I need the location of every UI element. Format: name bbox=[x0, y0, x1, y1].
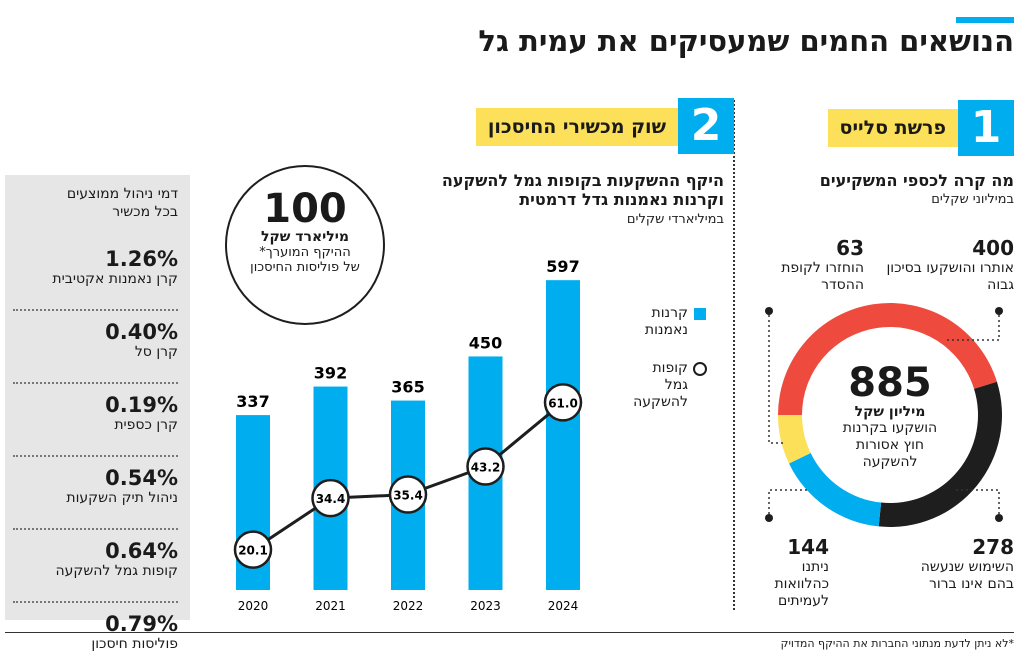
fee-separator bbox=[13, 382, 178, 384]
fee-value: 0.64% bbox=[105, 539, 178, 563]
donut-total: 885 bbox=[848, 360, 932, 406]
line-point bbox=[466, 447, 505, 486]
fee-name: ניהול תיק השקעות bbox=[66, 490, 178, 506]
fee-separator bbox=[13, 455, 178, 457]
section1-heading: מה קרה לכספי המשקיעים bbox=[819, 171, 1014, 190]
segment-value: 63 bbox=[836, 236, 864, 260]
segment-label-yellow: 63 הוחזרו לקופת ההסדר bbox=[754, 236, 864, 294]
leader-dot bbox=[765, 514, 773, 522]
leader-line bbox=[945, 315, 1000, 341]
legend-label: קרנות נאמנות bbox=[644, 305, 688, 338]
footnote: *לא ניתן לדעת מנתוני החברות את ההיקף המד… bbox=[780, 637, 1014, 650]
line-point bbox=[543, 383, 583, 422]
section2-unit: במיליארדי שקלים bbox=[626, 212, 724, 227]
bar bbox=[546, 280, 580, 590]
fee-item: 1.26% קרן נאמנות אקטיבית bbox=[13, 247, 178, 287]
callout-unit: מיליארד שקל bbox=[261, 229, 349, 245]
fee-name: קופות גמל להשקעה bbox=[55, 563, 178, 579]
donut-segment bbox=[778, 302, 997, 415]
fee-value: 0.54% bbox=[105, 466, 178, 490]
section2-number: 2 bbox=[678, 98, 734, 154]
fee-name: קרן סל bbox=[134, 344, 178, 360]
leader-dot bbox=[995, 307, 1003, 315]
legend-swatch-circle bbox=[693, 362, 707, 376]
section1-unit: במיליוני שקלים bbox=[931, 192, 1014, 207]
x-tick-label: 2024 bbox=[548, 599, 579, 613]
section2-label: שוק מכשירי החיסכון bbox=[475, 108, 678, 146]
fee-value: 0.40% bbox=[105, 320, 178, 344]
callout-circle: 100 מיליארד שקל ההיקף המוערך* של פוליסות… bbox=[225, 165, 385, 325]
donut-center: 885 מיליון שקל הושקעו בקרנות חוץ אסורות … bbox=[820, 362, 960, 471]
legend-swatch-square bbox=[694, 308, 706, 320]
segment-label-red: 400 אותרו והושקעו בסיכון גבוה bbox=[884, 236, 1014, 294]
fee-separator bbox=[13, 309, 178, 311]
segment-text: ניתנו כהלוואות לעמיתים bbox=[774, 559, 829, 609]
donut-segment bbox=[778, 415, 811, 464]
line-value-label: 34.4 bbox=[316, 492, 346, 506]
footer-rule bbox=[5, 632, 1014, 633]
page-title: הנושאים החמים שמעסיקים את עמית גל bbox=[478, 24, 1014, 58]
fees-heading: דמי ניהול ממוצעים בכל מכשיר bbox=[66, 186, 178, 220]
segment-value: 278 bbox=[972, 535, 1014, 559]
fee-separator bbox=[13, 528, 178, 530]
fee-value: 1.26% bbox=[105, 247, 178, 271]
donut-chart bbox=[765, 302, 1003, 527]
fees-panel: דמי ניהול ממוצעים בכל מכשיר 1.26% קרן נאמ… bbox=[5, 175, 190, 652]
fee-name: פוליסות חיסכון bbox=[91, 636, 178, 652]
bar-value-label: 392 bbox=[314, 364, 347, 383]
legend-label: קופות גמל להשקעה bbox=[633, 360, 688, 410]
line-point bbox=[388, 475, 428, 514]
bar-value-label: 337 bbox=[236, 392, 269, 411]
x-tick-label: 2022 bbox=[393, 599, 424, 613]
section1-label: פרשת סלייס bbox=[827, 109, 958, 147]
bar-value-label: 597 bbox=[546, 257, 579, 276]
line-value-label: 61.0 bbox=[548, 396, 578, 410]
title-accent-bar bbox=[956, 17, 1014, 23]
leader-dot bbox=[995, 514, 1003, 522]
x-tick-label: 2020 bbox=[238, 599, 269, 613]
line-value-label: 35.4 bbox=[393, 489, 423, 503]
line-point bbox=[233, 530, 273, 569]
segment-text: השימוש שנעשה בהם אינו ברור bbox=[920, 559, 1014, 592]
section1-number: 1 bbox=[958, 100, 1014, 156]
callout-text: ההיקף המוערך* של פוליסות החיסכון bbox=[250, 245, 360, 275]
callout-value: 100 bbox=[263, 186, 347, 232]
section2-heading-1: היקף ההשקעות בקופות גמל להשקעה bbox=[441, 171, 724, 190]
segment-text: אותרו והושקעו בסיכון גבוה bbox=[886, 260, 1014, 293]
donut-total-unit: מיליון שקל bbox=[854, 404, 926, 420]
bar-value-label: 450 bbox=[469, 333, 502, 352]
donut-center-text: הושקעו בקרנות חוץ אסורות להשקעה bbox=[842, 420, 938, 470]
bar-value-label: 365 bbox=[391, 378, 424, 397]
segment-text: הוחזרו לקופת ההסדר bbox=[781, 260, 864, 293]
line-value-label: 43.2 bbox=[471, 460, 501, 474]
segment-value: 400 bbox=[972, 236, 1014, 260]
line-value-label: 20.1 bbox=[238, 544, 268, 558]
segment-value: 144 bbox=[787, 535, 829, 559]
fee-separator bbox=[13, 601, 178, 603]
legend-line: קופות גמל להשקעה bbox=[630, 360, 710, 411]
bar-line-chart: 337 2020 392 2021 365 2022 450 2023 597 2024 20.1 3… bbox=[233, 257, 583, 613]
segment-label-black: 278 השימוש שנעשה בהם אינו ברור bbox=[914, 535, 1014, 593]
legend-bars: קרנות נאמנות bbox=[630, 305, 710, 339]
fee-name: קרן נאמנות אקטיבית bbox=[52, 271, 178, 287]
x-tick-label: 2021 bbox=[315, 599, 346, 613]
leader-line bbox=[768, 489, 810, 514]
leader-dot bbox=[765, 307, 773, 315]
fee-item: 0.40% קרן סל bbox=[13, 320, 178, 360]
fee-item: 0.19% קרן כספית bbox=[13, 393, 178, 433]
segment-label-blue: 144 ניתנו כהלוואות לעמיתים bbox=[759, 535, 829, 610]
section-divider bbox=[733, 100, 735, 610]
fee-item: 0.54% ניהול תיק השקעות bbox=[13, 466, 178, 506]
line-point bbox=[311, 478, 350, 518]
x-tick-label: 2023 bbox=[470, 599, 501, 613]
donut-segment bbox=[789, 453, 882, 527]
fee-item: 0.64% קופות גמל להשקעה bbox=[13, 539, 178, 579]
fee-value: 0.19% bbox=[105, 393, 178, 417]
fee-name: קרן כספית bbox=[114, 417, 178, 433]
section2-heading-2: וקרנות נאמנות גדל דרמטית bbox=[519, 190, 724, 209]
